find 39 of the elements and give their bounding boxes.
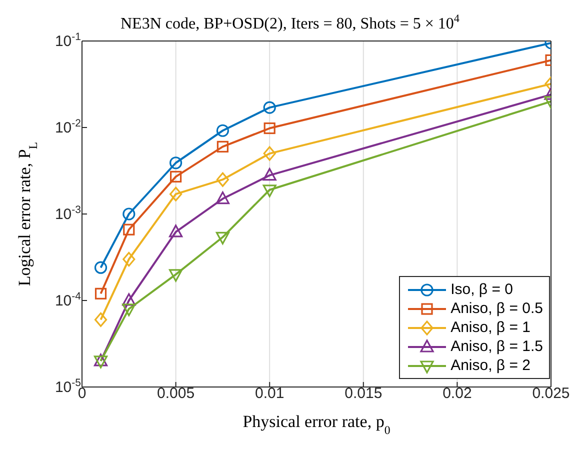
legend-label: Aniso, β = 0.5	[450, 300, 543, 317]
chart-title: NE3N code, BP+OSD(2), Iters = 80, Shots = 5 × 10$^{4}$	[120, 13, 460, 32]
point	[170, 156, 182, 170]
x-axis-title: Physical error rate, p$_{0}$	[242, 412, 390, 437]
y-tick-label: 10$^{-3}$	[54, 204, 82, 223]
y-tick-label: 10$^{-1}$	[54, 31, 82, 50]
point	[170, 170, 182, 182]
point	[264, 122, 276, 134]
x-tick-label: 0.015	[344, 385, 382, 402]
point	[122, 208, 136, 220]
legend-label: Iso, β = 0	[450, 281, 513, 298]
point	[122, 304, 136, 316]
point	[262, 184, 276, 198]
point	[170, 186, 182, 202]
point	[216, 140, 228, 152]
point	[263, 101, 276, 114]
x-tick-label: 0.02	[442, 385, 472, 402]
point	[169, 269, 183, 282]
point	[94, 312, 108, 327]
point	[122, 252, 136, 267]
point	[94, 261, 108, 274]
y-tick-label: 10$^{-2}$	[54, 118, 82, 136]
point	[216, 172, 229, 187]
point	[216, 124, 229, 137]
point	[94, 288, 107, 300]
x-tick-label: 0.025	[532, 385, 570, 402]
x-tick-label: 0.005	[157, 385, 195, 402]
legend-label: Aniso, β = 1.5	[450, 338, 543, 355]
legend-label: Aniso, β = 1	[450, 319, 530, 336]
point	[263, 146, 276, 161]
x-tick-label: 0.01	[255, 385, 284, 402]
point	[169, 224, 183, 238]
point	[216, 191, 230, 204]
point	[216, 232, 230, 244]
legend-label: Aniso, β = 2	[450, 357, 530, 374]
point	[262, 168, 276, 181]
point	[122, 293, 136, 306]
point	[123, 224, 135, 236]
y-tick-label: 10$^{-4}$	[54, 290, 82, 310]
